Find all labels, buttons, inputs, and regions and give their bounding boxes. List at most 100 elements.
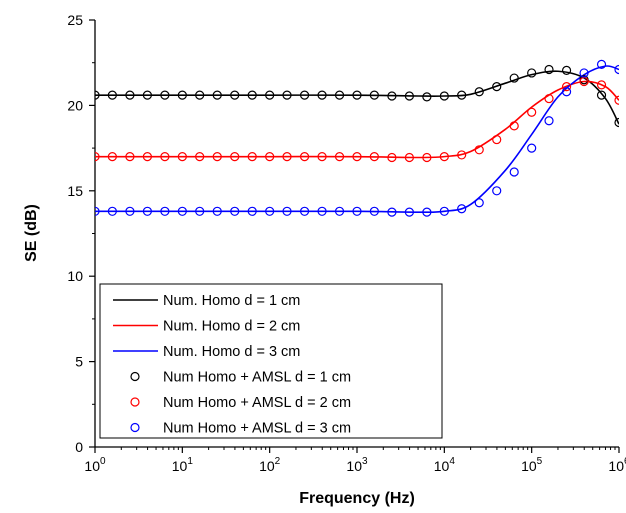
data-point <box>369 206 379 216</box>
series-6 <box>95 59 619 217</box>
series-3 <box>95 65 619 214</box>
data-point <box>230 206 240 216</box>
data-point <box>369 90 379 100</box>
data-point <box>265 152 275 162</box>
data-point <box>142 90 152 100</box>
data-point <box>160 206 170 216</box>
data-point <box>195 90 205 100</box>
data-point <box>422 92 432 102</box>
data-point <box>317 206 327 216</box>
x-tick-label: 103 <box>346 456 368 474</box>
data-point <box>142 152 152 162</box>
data-point <box>317 90 327 100</box>
data-point <box>265 90 275 100</box>
data-point <box>352 206 362 216</box>
legend-item: Num. Homo d = 3 cm <box>113 344 300 360</box>
data-point <box>614 64 619 75</box>
data-point <box>95 152 100 162</box>
data-point <box>107 90 117 100</box>
series-1 <box>95 70 619 125</box>
data-point <box>247 152 257 162</box>
data-point <box>544 64 554 75</box>
data-point <box>561 65 572 75</box>
legend-marker-swatch <box>130 422 140 433</box>
data-point <box>474 145 484 155</box>
series-line <box>95 80 619 159</box>
legend-item: Num Homo + AMSL d = 3 cm <box>130 421 351 437</box>
series-4 <box>95 64 619 128</box>
data-point <box>457 90 467 100</box>
data-point <box>195 152 205 162</box>
data-point <box>404 152 414 163</box>
data-point <box>387 207 397 217</box>
x-tick-label: 102 <box>259 456 281 474</box>
data-point <box>509 121 519 131</box>
data-point <box>596 80 607 90</box>
data-point <box>107 152 117 162</box>
data-point <box>474 87 484 97</box>
series-5 <box>95 76 619 163</box>
data-point <box>387 91 397 101</box>
data-point <box>561 82 572 92</box>
data-point <box>212 206 222 216</box>
legend-marker-swatch <box>130 371 140 382</box>
data-point <box>492 82 502 92</box>
data-point <box>212 152 222 162</box>
data-point <box>369 152 379 162</box>
data-point <box>195 206 205 216</box>
data-point <box>474 198 484 208</box>
x-tick-label: 105 <box>521 456 543 474</box>
data-point <box>177 152 187 162</box>
data-point <box>160 90 170 100</box>
data-point <box>492 186 502 196</box>
y-axis-label: SE (dB) <box>23 204 40 262</box>
data-point <box>282 152 292 162</box>
y-tick-label: 15 <box>67 183 83 199</box>
legend-item: Num. Homo d = 1 cm <box>113 293 300 309</box>
data-point <box>230 90 240 100</box>
data-point <box>404 207 414 217</box>
x-tick-label: 106 <box>608 456 626 474</box>
data-point <box>160 152 170 162</box>
data-point <box>334 206 345 216</box>
data-point <box>614 95 619 105</box>
data-point <box>614 117 619 128</box>
data-point <box>509 73 519 83</box>
data-point <box>422 152 432 163</box>
data-point <box>125 206 135 216</box>
data-point <box>527 68 537 78</box>
data-point <box>282 90 292 100</box>
data-point <box>579 68 589 78</box>
data-point <box>142 206 152 216</box>
data-point <box>230 152 240 162</box>
data-point <box>334 152 345 162</box>
legend-label: Num. Homo d = 1 cm <box>163 293 300 309</box>
data-point <box>439 206 449 216</box>
data-point <box>457 204 467 214</box>
data-point <box>247 206 257 216</box>
data-point <box>544 93 554 104</box>
data-point <box>299 206 310 216</box>
legend-marker-swatch <box>130 397 140 407</box>
data-point <box>212 90 222 100</box>
y-tick-label: 25 <box>67 12 83 28</box>
legend-item: Num. Homo d = 2 cm <box>113 319 300 335</box>
data-point <box>299 90 310 100</box>
data-point <box>317 152 327 162</box>
data-point <box>561 87 572 97</box>
data-point <box>247 90 257 100</box>
x-tick-label: 100 <box>84 456 106 474</box>
data-point <box>404 91 414 101</box>
y-tick-label: 10 <box>67 268 83 284</box>
data-point <box>95 206 100 216</box>
series-line <box>95 65 619 214</box>
x-axis-label: Frequency (Hz) <box>299 490 415 507</box>
legend-label: Num. Homo d = 3 cm <box>163 344 300 360</box>
data-point <box>492 134 502 145</box>
data-point <box>596 59 607 70</box>
series-2 <box>95 80 619 159</box>
x-tick-label: 101 <box>172 456 194 474</box>
data-point <box>422 207 432 217</box>
data-point <box>299 152 310 162</box>
data-point <box>457 150 467 160</box>
